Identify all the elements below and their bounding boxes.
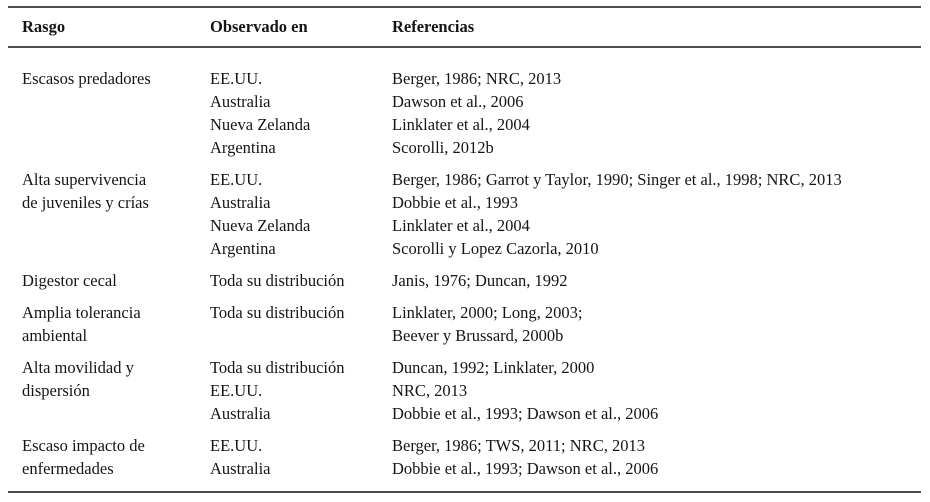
table-line: de juveniles y crías Australia Dobbie et a… — [8, 191, 921, 214]
table-line: Digestor cecal Toda su distribución Janis,… — [8, 269, 921, 292]
cell-observado-en: EE.UU. — [210, 69, 263, 88]
cell-rasgo: Alta movilidad y — [22, 358, 134, 377]
cell-observado-en: Australia — [210, 193, 271, 212]
table-line: Argentina Scorolli y Lopez Cazorla, 2010 — [8, 237, 921, 260]
cell-rasgo — [8, 402, 210, 425]
table-line: Nueva Zelanda Linklater et al., 2004 — [8, 214, 921, 237]
cell-rasgo: dispersión — [22, 381, 90, 400]
cell-observado-en: Australia — [210, 92, 271, 111]
table-row-group: Amplia tolerancia Toda su distribución Lin… — [8, 301, 921, 347]
cell-observado-en: Toda su distribución — [210, 271, 345, 290]
cell-referencias: Linklater et al., 2004 — [392, 115, 530, 134]
table-line: Australia Dobbie et al., 1993; Dawson et … — [8, 402, 921, 425]
cell-referencias: Scorolli, 2012b — [392, 138, 494, 157]
cell-rasgo: ambiental — [22, 326, 88, 345]
cell-rasgo — [8, 237, 210, 260]
table-line: Escaso impacto de EE.UU. Berger, 1986; TWS… — [8, 434, 921, 457]
table-line: Alta supervivencia EE.UU. Berger, 1986; Ga… — [8, 168, 921, 191]
table-header-row: Rasgo Observado en Referencias — [8, 8, 921, 48]
cell-rasgo: Amplia tolerancia — [22, 303, 141, 322]
table-line: enfermedades Australia Dobbie et al., 1993… — [8, 457, 921, 480]
cell-observado-en: EE.UU. — [210, 170, 263, 189]
cell-rasgo — [8, 136, 210, 159]
table-row-group: Escasos predadores EE.UU. Berger, 1986; NR… — [8, 67, 921, 159]
column-header-referencias: Referencias — [392, 17, 475, 36]
cell-rasgo — [8, 214, 210, 237]
cell-observado-en: EE.UU. — [210, 436, 263, 455]
cell-referencias: Dobbie et al., 1993 — [392, 193, 519, 212]
cell-observado-en: Toda su distribución — [210, 303, 345, 322]
cell-observado-en: Australia — [210, 404, 271, 423]
cell-referencias: Berger, 1986; TWS, 2011; NRC, 2013 — [392, 436, 645, 455]
table-row-group: Alta supervivencia EE.UU. Berger, 1986; Ga… — [8, 168, 921, 260]
cell-referencias: Duncan, 1992; Linklater, 2000 — [392, 358, 595, 377]
cell-referencias: Dobbie et al., 1993; Dawson et al., 2006 — [392, 404, 659, 423]
cell-observado-en: EE.UU. — [210, 381, 263, 400]
cell-observado-en: Australia — [210, 459, 271, 478]
cell-observado-en: Nueva Zelanda — [210, 115, 311, 134]
table-line: Escasos predadores EE.UU. Berger, 1986; NR… — [8, 67, 921, 90]
cell-rasgo: de juveniles y crías — [22, 193, 149, 212]
cell-rasgo: Escasos predadores — [22, 69, 151, 88]
cell-referencias: Scorolli y Lopez Cazorla, 2010 — [392, 239, 599, 258]
cell-referencias: NRC, 2013 — [392, 381, 468, 400]
table-row-group: Escaso impacto de EE.UU. Berger, 1986; TWS… — [8, 434, 921, 480]
column-header-observado-en: Observado en — [210, 17, 308, 36]
cell-rasgo — [8, 113, 210, 136]
cell-observado-en — [210, 324, 392, 347]
traits-table: Rasgo Observado en Referencias Escasos p… — [8, 6, 921, 493]
table-line: Alta movilidad y Toda su distribución Dunc… — [8, 356, 921, 379]
cell-referencias: Berger, 1986; NRC, 2013 — [392, 69, 562, 88]
cell-referencias: Linklater et al., 2004 — [392, 216, 530, 235]
cell-referencias: Janis, 1976; Duncan, 1992 — [392, 271, 568, 290]
cell-referencias: Berger, 1986; Garrot y Taylor, 1990; Sin… — [392, 170, 842, 189]
cell-rasgo: enfermedades — [22, 459, 114, 478]
cell-rasgo: Escaso impacto de — [22, 436, 145, 455]
table-line: Amplia tolerancia Toda su distribución Lin… — [8, 301, 921, 324]
cell-rasgo: Alta supervivencia — [22, 170, 147, 189]
cell-referencias: Dawson et al., 2006 — [392, 92, 524, 111]
cell-rasgo — [8, 90, 210, 113]
cell-referencias: Dobbie et al., 1993; Dawson et al., 2006 — [392, 459, 659, 478]
cell-referencias: Beever y Brussard, 2000b — [392, 326, 564, 345]
table-line: Argentina Scorolli, 2012b — [8, 136, 921, 159]
cell-referencias: Linklater, 2000; Long, 2003; — [392, 303, 583, 322]
cell-observado-en: Nueva Zelanda — [210, 216, 311, 235]
table-body: Escasos predadores EE.UU. Berger, 1986; NR… — [8, 48, 921, 491]
table-line: dispersión EE.UU. NRC, 2013 — [8, 379, 921, 402]
cell-observado-en: Argentina — [210, 138, 276, 157]
table-row-group: Digestor cecal Toda su distribución Janis,… — [8, 269, 921, 292]
column-header-rasgo: Rasgo — [22, 17, 66, 36]
cell-rasgo: Digestor cecal — [22, 271, 117, 290]
cell-observado-en: Toda su distribución — [210, 358, 345, 377]
cell-observado-en: Argentina — [210, 239, 276, 258]
table-line: Australia Dawson et al., 2006 — [8, 90, 921, 113]
table-line: ambiental Beever y Brussard, 2000b — [8, 324, 921, 347]
table-line: Nueva Zelanda Linklater et al., 2004 — [8, 113, 921, 136]
table-row-group: Alta movilidad y Toda su distribución Dunc… — [8, 356, 921, 425]
